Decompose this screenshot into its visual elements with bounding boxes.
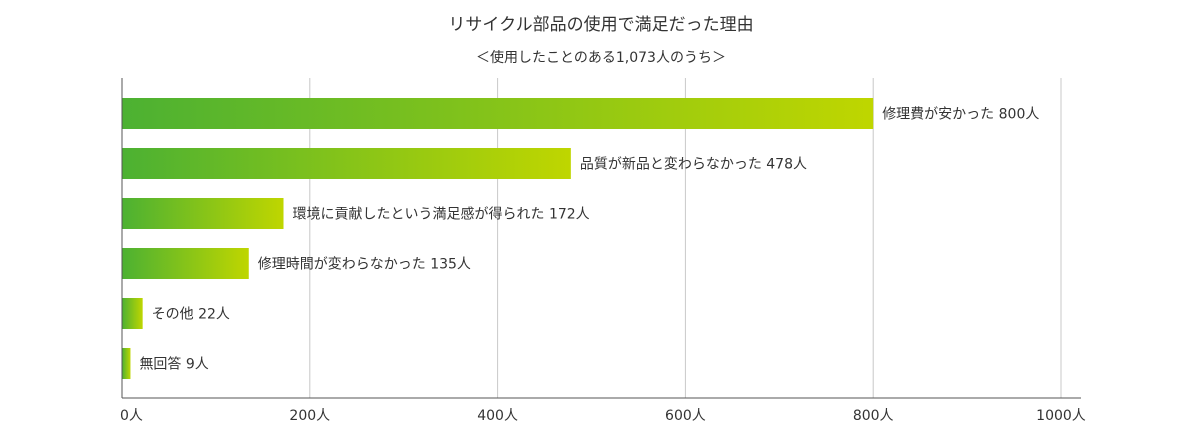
bar-label: その他 22人 (152, 307, 230, 323)
chart-subtitle: ＜使用したことのある1,073人のうち＞ (476, 49, 726, 66)
bar-label: 品質が新品と変わらなかった 478人 (580, 156, 807, 173)
bar-label: 環境に貢献したという満足感が得られた 172人 (293, 206, 590, 223)
bar-label: 修理時間が変わらなかった 135人 (258, 256, 471, 273)
x-tick-label: 400人 (477, 408, 518, 424)
grid-lines (309, 78, 1062, 398)
bar (122, 148, 571, 179)
bar-label: 無回答 9人 (139, 356, 208, 373)
bar (122, 298, 143, 329)
bar (122, 248, 249, 279)
bar (122, 98, 874, 129)
bar-label: 修理費が安かった 800人 (882, 107, 1039, 123)
bar (122, 198, 284, 229)
chart-title: リサイクル部品の使用で満足だった理由 (448, 14, 753, 35)
bars (122, 98, 874, 379)
x-tick-label: 0人 (120, 408, 143, 424)
x-tick-label: 800人 (853, 408, 894, 424)
axes (121, 78, 1081, 399)
x-tick-label: 1000人 (1036, 408, 1086, 424)
x-tick-label: 600人 (665, 408, 706, 424)
bar (122, 348, 131, 379)
x-tick-labels: 0人 200人 400人 600人 800人 1000人 (120, 408, 1086, 424)
x-tick-label: 200人 (289, 408, 330, 424)
